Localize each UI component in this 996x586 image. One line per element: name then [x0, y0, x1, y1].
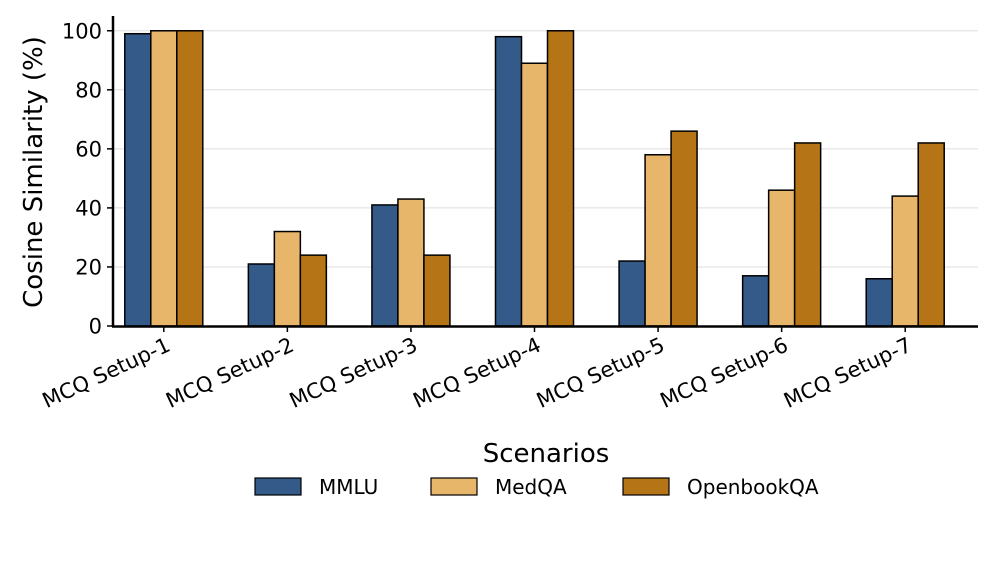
legend-swatch-mmlu [254, 477, 302, 496]
bar-mmlu-7 [865, 278, 893, 327]
bar-openbookqa-7 [917, 142, 945, 327]
bar-mmlu-2 [247, 263, 276, 327]
x-tick-label: MCQ Setup-7 [780, 333, 915, 413]
legend: MMLU MedQA OpenbookQA [254, 475, 819, 499]
y-tick-label: 80 [75, 78, 102, 102]
y-ticks: 0 20 40 60 80 100 [62, 19, 113, 339]
legend-swatch-openbookqa [622, 477, 670, 496]
bar-mmlu-1 [124, 32, 152, 327]
bar-openbookqa-6 [793, 142, 822, 327]
bar-mmlu-5 [618, 260, 646, 327]
x-tick-label: MCQ Setup-4 [409, 333, 544, 413]
y-tick-label: 100 [62, 19, 102, 43]
y-tick-label: 20 [75, 255, 102, 279]
axes [111, 16, 978, 328]
x-tick-label: MCQ Setup-2 [162, 333, 297, 413]
bar-medqa-3 [397, 198, 425, 327]
bars [124, 30, 945, 327]
y-tick-label: 0 [89, 315, 102, 339]
y-tick-label: 40 [75, 196, 102, 220]
bar-openbookqa-2 [299, 254, 328, 327]
bar-openbookqa-5 [670, 130, 698, 327]
y-tick-label: 60 [75, 137, 102, 161]
bar-mmlu-3 [371, 204, 399, 327]
bar-medqa-4 [520, 62, 549, 327]
x-tick-label: MCQ Setup-3 [286, 333, 421, 413]
bar-openbookqa-1 [176, 30, 204, 327]
y-axis-title: Cosine Similarity (%) [19, 36, 49, 308]
bar-openbookqa-4 [546, 30, 575, 327]
bar-medqa-2 [273, 230, 302, 327]
x-tick-label: MCQ Setup-6 [656, 333, 791, 413]
x-tick-label: MCQ Setup-5 [533, 333, 668, 413]
bar-openbookqa-3 [423, 254, 451, 327]
x-axis-title: Scenarios [483, 439, 610, 469]
bar-medqa-5 [644, 154, 672, 327]
legend-swatch-medqa [430, 477, 478, 496]
bar-mmlu-6 [741, 275, 770, 327]
bar-medqa-7 [891, 195, 919, 327]
legend-label-medqa: MedQA [495, 475, 567, 499]
legend-label-openbookqa: OpenbookQA [687, 475, 819, 499]
bar-mmlu-4 [494, 35, 523, 327]
legend-label-mmlu: MMLU [319, 475, 378, 499]
x-tick-label: MCQ Setup-1 [39, 333, 174, 413]
bar-medqa-1 [150, 30, 178, 327]
bar-medqa-6 [767, 189, 796, 327]
